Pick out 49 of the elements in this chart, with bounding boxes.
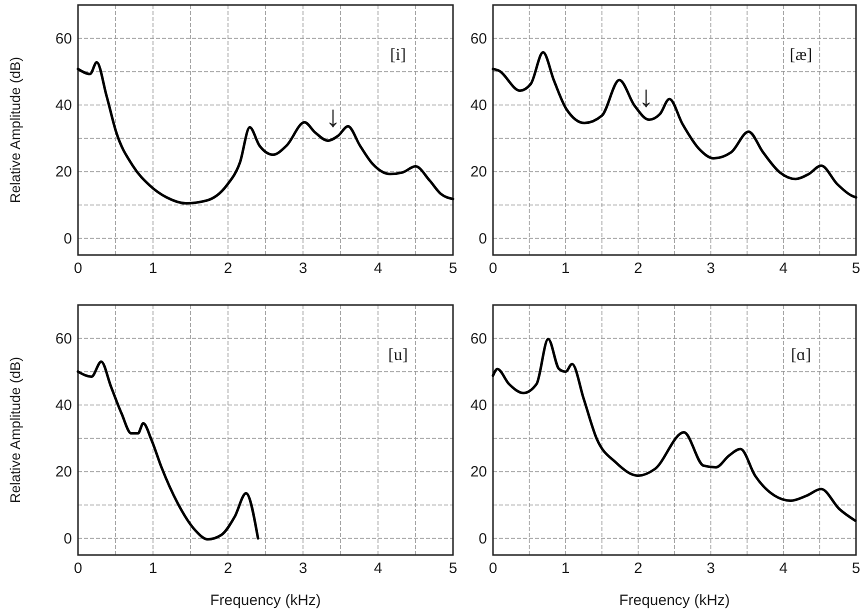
y-tick-label: 60 [470,30,487,48]
y-axis-title: Relative Amplitude (dB) [7,56,23,204]
x-tick-label: 2 [634,560,642,577]
annotation: [æ] [790,45,812,64]
y-tick-label: 60 [55,330,72,348]
x-tick-label: 4 [374,260,382,277]
y-tick-label: 40 [470,397,487,414]
x-tick-label: 4 [779,260,788,277]
line-series [76,360,260,541]
y-tick-label: 20 [470,164,487,181]
y-axis-title: Relative Amplitude (dB) [7,356,23,504]
x-axis-title: Frequency (kHz) [210,592,321,609]
y-tick-label: 0 [64,530,72,548]
x-tick-label: 5 [448,260,458,277]
x-tick-label: 5 [852,260,860,277]
line-series [492,338,857,522]
x-tick-label: 5 [448,560,458,577]
y-tick-label: 40 [470,97,487,114]
y-tick-label: 0 [478,530,487,548]
x-tick-label: 1 [561,560,570,577]
y-tick-label: 20 [470,464,487,481]
annotation: [ɑ] [790,345,812,364]
x-tick-label: 3 [298,560,308,577]
y-tick-label: 20 [55,164,72,181]
x-tick-label: 4 [374,560,382,577]
y-tick-label: 40 [55,97,72,114]
x-tick-label: 1 [148,260,158,277]
x-tick-label: 3 [298,260,308,277]
x-tick-label: 5 [852,560,860,577]
y-tick-label: 0 [64,230,72,248]
x-tick-label: 3 [706,560,715,577]
x-axis-title: Frequency (kHz) [619,592,730,609]
annotation: [u] [388,345,408,364]
line-series [76,61,454,205]
x-tick-label: 4 [779,560,788,577]
y-tick-label: 60 [55,30,72,48]
x-tick-label: 3 [706,260,715,277]
x-tick-label: 1 [148,560,158,577]
x-tick-label: 2 [634,260,642,277]
annotation: ↓ [638,80,654,114]
x-tick-label: 1 [561,260,570,277]
annotation: ↓ [326,100,340,134]
y-tick-label: 40 [55,397,72,414]
annotation: [i] [390,45,406,64]
y-tick-label: 20 [55,464,72,481]
y-tick-label: 60 [470,330,487,348]
y-tick-label: 0 [478,230,487,248]
x-tick-label: 2 [224,260,232,277]
x-tick-label: 2 [224,560,232,577]
